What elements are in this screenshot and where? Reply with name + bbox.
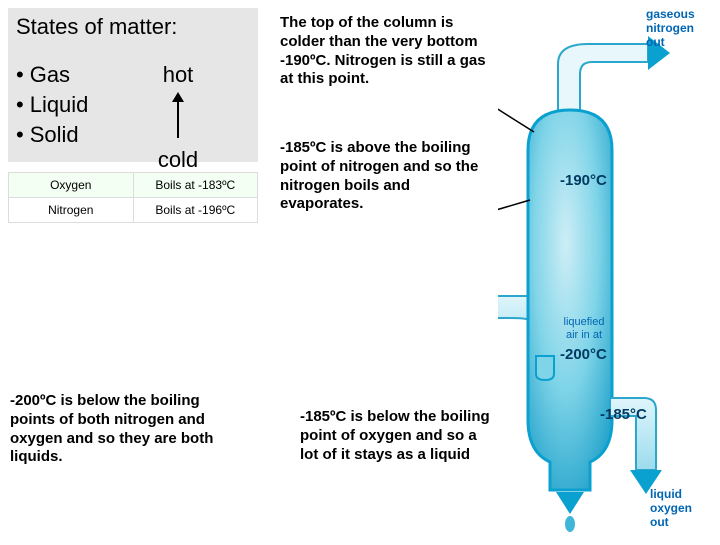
page-title: States of matter: [16,14,250,40]
cold-label: cold [148,147,208,173]
state-label: Gas [30,62,70,88]
drip-icon [565,516,575,532]
table-cell: Nitrogen [9,198,134,223]
label-gas-out: gaseous nitrogen out [646,8,714,49]
arrow-up-icon [170,92,186,138]
table-cell: Oxygen [9,173,134,198]
state-liquid: •Liquid [16,92,250,118]
mid-notes: The top of the column is colder than the… [280,14,490,264]
table-row: Oxygen Boils at -183ºC [9,173,258,198]
temp-185: -185°C [600,406,647,423]
table-row: Nitrogen Boils at -196ºC [9,198,258,223]
column-svg [498,0,720,540]
fractionating-column-diagram: gaseous nitrogen out liquid oxygen out l… [498,0,720,540]
label-liquid-out: liquid oxygen out [650,488,710,529]
state-label: Liquid [30,92,89,118]
boiling-point-table: Oxygen Boils at -183ºC Nitrogen Boils at… [8,172,258,223]
note-top: The top of the column is colder than the… [280,14,490,89]
label-air-in: liquefied air in at [544,316,624,341]
title-box: States of matter: •Gas •Liquid •Solid ho… [8,8,258,162]
pointer-line [498,200,530,210]
table-cell: Boils at -183ºC [133,173,258,198]
hot-cold-scale: hot cold [148,62,208,173]
state-label: Solid [30,122,79,148]
top-out-pipe [558,44,648,114]
vessel-body [528,110,612,490]
arrow-out-bottom-icon [556,492,584,514]
temp-190: -190°C [560,172,607,189]
states-list: •Gas •Liquid •Solid hot cold [16,62,250,148]
table-cell: Boils at -196ºC [133,198,258,223]
state-gas: •Gas [16,62,250,88]
note-mid: -185ºC is above the boiling point of nit… [280,139,490,214]
hot-label: hot [148,62,208,88]
pointer-line [498,108,534,132]
left-column: States of matter: •Gas •Liquid •Solid ho… [8,8,258,223]
note-bottom-left: -200ºC is below the boiling points of bo… [10,392,220,467]
note-bottom-mid: -185ºC is below the boiling point of oxy… [300,408,495,464]
temp-200: -200°C [560,346,607,363]
inlet-neck [536,356,554,380]
state-solid: •Solid [16,122,250,148]
